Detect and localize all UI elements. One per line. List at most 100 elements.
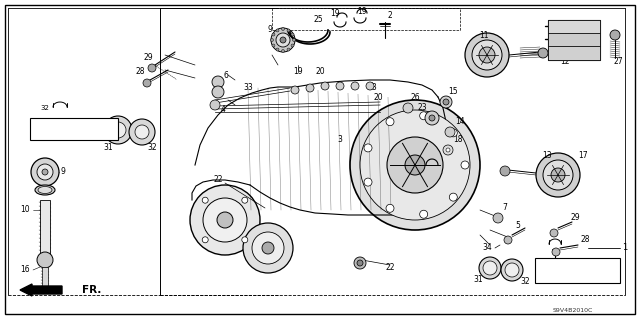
- Circle shape: [386, 204, 394, 212]
- Circle shape: [443, 99, 449, 105]
- Text: 12: 12: [560, 57, 570, 66]
- Text: 31: 31: [473, 276, 483, 285]
- Ellipse shape: [38, 187, 52, 194]
- FancyArrow shape: [20, 284, 62, 296]
- Bar: [548, 46, 600, 60]
- Circle shape: [42, 169, 48, 175]
- Text: 9: 9: [268, 26, 273, 34]
- Text: B-20-30: B-20-30: [556, 265, 598, 275]
- Circle shape: [287, 48, 290, 51]
- Circle shape: [366, 82, 374, 90]
- Text: 32: 32: [147, 144, 157, 152]
- Circle shape: [212, 86, 224, 98]
- Circle shape: [405, 155, 425, 175]
- Text: 17: 17: [578, 152, 588, 160]
- Circle shape: [425, 111, 439, 125]
- Text: FR.: FR.: [82, 285, 101, 295]
- Circle shape: [505, 263, 519, 277]
- Circle shape: [403, 103, 413, 113]
- Circle shape: [271, 28, 295, 52]
- Circle shape: [500, 166, 510, 176]
- Circle shape: [321, 82, 329, 90]
- Text: 20: 20: [315, 68, 325, 77]
- Circle shape: [276, 48, 279, 51]
- Text: 11: 11: [479, 31, 489, 40]
- Circle shape: [203, 198, 247, 242]
- Circle shape: [202, 197, 208, 203]
- Text: 19: 19: [293, 68, 303, 77]
- Circle shape: [493, 213, 503, 223]
- Text: 9: 9: [61, 167, 65, 176]
- Circle shape: [291, 44, 294, 47]
- Bar: [30, 118, 118, 140]
- Circle shape: [543, 160, 573, 190]
- Circle shape: [282, 27, 285, 31]
- Circle shape: [364, 178, 372, 186]
- Circle shape: [148, 64, 156, 72]
- Circle shape: [252, 232, 284, 264]
- Text: 22: 22: [213, 175, 223, 184]
- Circle shape: [440, 96, 452, 108]
- Circle shape: [483, 261, 497, 275]
- Circle shape: [104, 116, 132, 144]
- Text: 34: 34: [482, 243, 492, 253]
- Circle shape: [538, 48, 548, 58]
- Circle shape: [429, 115, 435, 121]
- Text: 25: 25: [313, 16, 323, 25]
- Circle shape: [479, 47, 495, 63]
- Circle shape: [31, 158, 59, 186]
- Circle shape: [37, 252, 53, 268]
- Circle shape: [446, 148, 450, 152]
- Circle shape: [420, 210, 428, 218]
- Circle shape: [272, 33, 275, 36]
- Circle shape: [336, 82, 344, 90]
- Circle shape: [210, 100, 220, 110]
- Circle shape: [292, 39, 296, 41]
- Circle shape: [306, 84, 314, 92]
- Text: 27: 27: [613, 57, 623, 66]
- Text: 1: 1: [622, 243, 628, 253]
- Circle shape: [552, 248, 560, 256]
- Circle shape: [37, 164, 53, 180]
- Text: 6: 6: [223, 70, 228, 79]
- Circle shape: [449, 193, 458, 201]
- Circle shape: [550, 229, 558, 237]
- Bar: [42, 267, 48, 292]
- Text: 15: 15: [448, 87, 458, 97]
- Bar: [40, 200, 50, 255]
- Text: 29: 29: [143, 54, 153, 63]
- Circle shape: [364, 144, 372, 152]
- Circle shape: [287, 29, 290, 32]
- Circle shape: [242, 197, 248, 203]
- Text: 33: 33: [367, 84, 377, 93]
- Bar: [548, 20, 600, 33]
- Circle shape: [536, 153, 580, 197]
- Circle shape: [443, 145, 453, 155]
- Text: 13: 13: [542, 151, 552, 160]
- Circle shape: [472, 40, 502, 70]
- Ellipse shape: [35, 185, 55, 195]
- Circle shape: [282, 49, 285, 53]
- Text: 20: 20: [417, 147, 427, 157]
- Circle shape: [291, 86, 299, 94]
- Circle shape: [449, 129, 458, 137]
- Circle shape: [280, 37, 286, 43]
- Circle shape: [212, 76, 224, 88]
- Text: 23: 23: [417, 103, 427, 113]
- Circle shape: [272, 44, 275, 47]
- Text: 22: 22: [385, 263, 395, 272]
- Text: 19: 19: [330, 10, 340, 19]
- Circle shape: [420, 112, 428, 120]
- Text: 2: 2: [388, 11, 392, 19]
- Circle shape: [386, 118, 394, 126]
- Text: 28: 28: [135, 68, 145, 77]
- Circle shape: [610, 30, 620, 40]
- Text: 20: 20: [373, 93, 383, 101]
- Circle shape: [217, 212, 233, 228]
- Text: 14: 14: [455, 117, 465, 127]
- Text: 31: 31: [103, 144, 113, 152]
- Bar: [548, 20, 600, 60]
- Bar: [535, 258, 620, 283]
- Text: 32: 32: [520, 278, 530, 286]
- Circle shape: [135, 125, 149, 139]
